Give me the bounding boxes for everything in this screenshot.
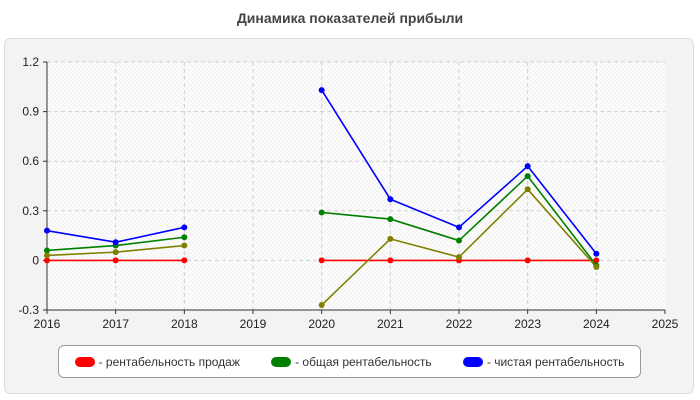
series-3-point <box>44 252 50 259</box>
series-0-point <box>181 257 188 264</box>
x-tick-label: 2019 <box>240 317 267 331</box>
y-tick-label: 0 <box>32 253 39 267</box>
markers-group <box>44 87 600 309</box>
legend-swatch-sales <box>74 356 95 367</box>
series-2-point <box>387 196 394 203</box>
series-2-point <box>456 224 462 231</box>
x-tick-label: 2024 <box>583 317 610 331</box>
series-1-point <box>387 216 394 223</box>
series-0-point <box>524 257 531 264</box>
series-3-point <box>524 186 531 193</box>
series-0-point <box>112 257 119 264</box>
legend-label-total: - общая рентабельность <box>295 354 432 369</box>
x-tick-label: 2023 <box>514 317 541 331</box>
legend-swatch-total <box>271 356 292 367</box>
series-2-point <box>181 224 188 231</box>
y-tick-label: 0.3 <box>22 204 39 218</box>
series-2-point <box>524 163 531 170</box>
y-tick-label: 0.6 <box>22 154 39 168</box>
y-tick-label: -0.3 <box>18 303 39 317</box>
x-tick-label: 2016 <box>34 317 61 331</box>
series-1-point <box>181 234 188 241</box>
series-3-point <box>593 264 600 271</box>
series-2-point <box>44 227 50 234</box>
legend-item-net[interactable]: - чистая рентабельность <box>462 354 625 369</box>
x-tick-label: 2020 <box>308 317 335 331</box>
series-1-point <box>318 209 325 216</box>
series-3-point <box>318 302 325 309</box>
plot-area <box>47 62 665 310</box>
legend-swatch-net <box>462 356 483 367</box>
legend: - рентабельность продаж - общая рентабел… <box>58 345 641 378</box>
legend-item-sales[interactable]: - рентабельность продаж <box>74 354 240 369</box>
series-0-point <box>44 257 50 264</box>
x-tick-label: 2025 <box>652 317 679 331</box>
series-2-point <box>593 250 600 257</box>
legend-label-net: - чистая рентабельность <box>486 354 625 369</box>
x-tick-label: 2022 <box>446 317 473 331</box>
series-2-point <box>112 239 119 246</box>
series-3-point <box>387 235 394 242</box>
y-tick-label: 1.2 <box>22 55 39 69</box>
x-tick-label: 2018 <box>171 317 198 331</box>
series-1-point <box>524 173 531 180</box>
x-tick-label: 2017 <box>102 317 129 331</box>
legend-label-sales: - рентабельность продаж <box>98 354 240 369</box>
axes <box>43 61 666 314</box>
series-0-point <box>593 257 600 264</box>
legend-item-total[interactable]: - общая рентабельность <box>271 355 432 369</box>
series-3-point <box>181 242 188 249</box>
y-tick-label: 0.9 <box>22 105 39 119</box>
x-tick-label: 2021 <box>377 317 404 331</box>
series-1-point <box>44 247 50 254</box>
tick-labels: 2016 2017 2018 2019 2020 2021 2022 2023 2024 2025… <box>18 55 678 331</box>
series-3-point <box>456 254 462 261</box>
series-1-point <box>456 237 462 244</box>
series-0-point <box>387 257 394 264</box>
series-3-point <box>112 249 119 256</box>
chart-title: Динамика показателей прибыли <box>236 10 464 26</box>
series-2-point <box>318 87 325 94</box>
series-0-point <box>318 257 325 264</box>
